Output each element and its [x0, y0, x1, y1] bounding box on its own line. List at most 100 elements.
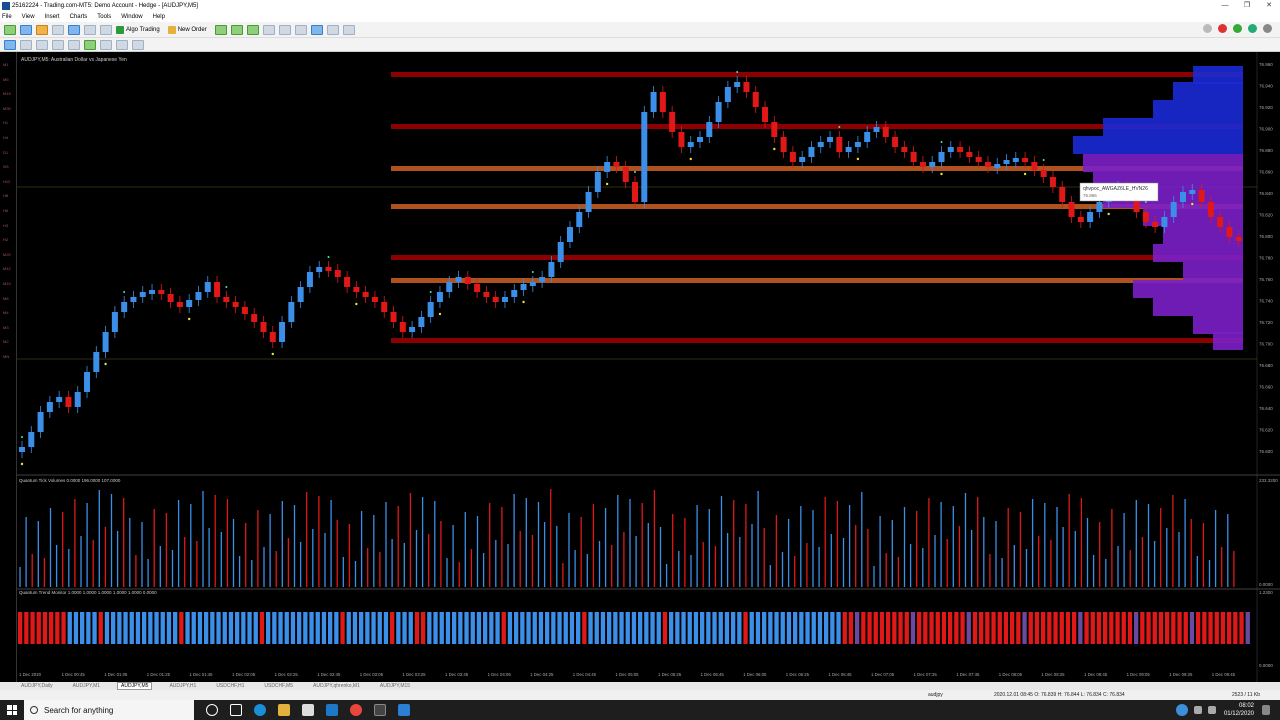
candlestick-icon[interactable] [230, 24, 243, 35]
candle [1096, 202, 1103, 212]
shapes-icon[interactable] [132, 39, 144, 50]
menu-help[interactable]: Help [152, 14, 165, 20]
lightning-app-icon[interactable] [326, 704, 338, 716]
menu-tools[interactable]: Tools [97, 14, 112, 20]
tab-usdchf-m5[interactable]: USDCHF,M5 [264, 683, 293, 689]
chart-shift-icon[interactable] [326, 24, 339, 35]
fibonacci-icon[interactable] [100, 39, 112, 50]
text-icon[interactable] [116, 39, 128, 50]
candle [1059, 187, 1066, 202]
app-icon-blue[interactable] [398, 704, 410, 716]
candle [799, 157, 806, 162]
zoom-in-icon[interactable] [262, 24, 275, 35]
trendline-icon[interactable] [68, 39, 80, 50]
timeframe-button[interactable]: MN [3, 354, 10, 359]
timeframe-button[interactable]: H6 [3, 208, 9, 213]
profiles-icon[interactable] [20, 24, 32, 35]
market-watch-icon[interactable] [36, 24, 48, 35]
autoscroll-icon[interactable] [310, 24, 323, 35]
zoom-out-icon[interactable] [278, 24, 291, 35]
menu-window[interactable]: Window [121, 14, 143, 20]
volume-icon[interactable] [1207, 706, 1216, 714]
trend-bar [960, 612, 965, 644]
timeframe-button[interactable]: M5 [3, 76, 9, 82]
network-icon[interactable] [1193, 706, 1202, 714]
timeframe-button[interactable]: H3 [3, 222, 9, 228]
timeframe-button[interactable]: H4 [3, 135, 9, 140]
trend-bar [142, 612, 147, 644]
tab-audjpy-renko[interactable]: AUDJPY,qhrenko,M1 [313, 683, 360, 689]
indicators-icon[interactable] [342, 24, 355, 35]
timeframe-button[interactable]: M3 [3, 324, 9, 330]
search-icon[interactable] [1203, 24, 1212, 33]
navigator-icon[interactable] [52, 24, 64, 35]
bar-chart-icon[interactable] [214, 24, 227, 35]
tile-windows-icon[interactable] [294, 24, 307, 35]
candle [306, 272, 313, 287]
timeframe-button[interactable]: H8 [3, 193, 9, 199]
tab-audjpy-m15[interactable]: AUDJPY,M15 [379, 683, 411, 689]
timeframe-button[interactable]: M2 [3, 339, 9, 345]
algo-trading-button[interactable]: Algo Trading [116, 25, 160, 34]
timeframe-button[interactable]: H1 [3, 120, 9, 126]
store-icon[interactable] [302, 704, 314, 716]
crosshair-icon[interactable] [20, 39, 32, 50]
task-view-icon[interactable] [230, 704, 242, 716]
clock[interactable]: 08:02 01/12/2020 [1224, 702, 1254, 718]
menu-charts[interactable]: Charts [69, 14, 88, 20]
cortana-icon[interactable] [206, 704, 218, 716]
timeframe-button[interactable]: M4 [3, 310, 9, 316]
taskbar-search[interactable]: Search for anything [24, 700, 194, 720]
line-chart-icon[interactable] [246, 24, 259, 35]
tab-audjpy-h1[interactable]: AUDJPY,H1 [169, 683, 197, 689]
edge-icon[interactable] [254, 704, 266, 716]
timeframe-button[interactable]: M6 [3, 295, 9, 301]
data-window-icon[interactable] [68, 24, 80, 35]
timeframe-button[interactable]: W1 [3, 164, 9, 170]
notification-center-icon[interactable] [1262, 705, 1270, 715]
tab-usdchf-h1[interactable]: USDCHF,H1 [216, 683, 245, 689]
price-chart[interactable]: 76.960 76.940 76.920 76.900 76.880 76.860 76.8… [17, 52, 1280, 682]
help-icon[interactable] [1175, 704, 1188, 716]
timeframe-button[interactable]: H12 [3, 178, 11, 184]
account-icon[interactable] [1263, 24, 1272, 33]
menu-view[interactable]: View [21, 14, 35, 20]
candle [483, 292, 490, 297]
new-order-button[interactable]: New Order [167, 25, 207, 34]
strategy-tester-icon[interactable] [100, 24, 112, 35]
timeframe-button[interactable]: M10 [3, 281, 11, 286]
horizontal-line-icon[interactable] [52, 39, 64, 50]
menu-insert[interactable]: Insert [44, 14, 60, 20]
metatrader-icon[interactable] [374, 704, 386, 716]
candle [455, 277, 462, 282]
channels-icon[interactable] [84, 39, 96, 50]
toolbox-icon[interactable] [84, 24, 96, 35]
start-button[interactable] [4, 700, 20, 720]
cursor-icon[interactable] [4, 39, 16, 50]
timeframe-button[interactable]: M20 [3, 251, 11, 257]
tab-audjpy-m1[interactable]: AUDJPY,M1 [72, 683, 101, 689]
timeframe-button[interactable]: M15 [3, 91, 11, 97]
timeframe-button[interactable]: M12 [3, 266, 11, 272]
menu-file[interactable]: File [2, 14, 12, 20]
candle [548, 262, 555, 277]
chrome-icon[interactable] [350, 704, 362, 716]
new-chart-icon[interactable] [4, 24, 16, 35]
market-icon[interactable] [1248, 24, 1257, 33]
volume-profile-bar [1163, 226, 1243, 244]
notifications-icon[interactable] [1218, 24, 1227, 33]
vertical-line-icon[interactable] [36, 39, 48, 50]
maximize-button[interactable]: ❐ [1243, 2, 1251, 9]
chart-window[interactable]: 76.960 76.940 76.920 76.900 76.880 76.860 76.8… [17, 52, 1280, 682]
signals-icon[interactable] [1233, 24, 1242, 33]
timeframe-button[interactable]: D1 [3, 149, 9, 155]
close-button[interactable]: ✕ [1266, 2, 1272, 9]
tab-audjpy-daily[interactable]: AUDJPY,Daily [21, 683, 53, 689]
timeframe-button[interactable]: H2 [3, 237, 9, 243]
timeframe-button[interactable]: M1 [3, 62, 9, 67]
menu-bar: File View Insert Charts Tools Window Hel… [0, 12, 1280, 22]
tab-audjpy-m5[interactable]: AUDJPY,M5 [117, 682, 153, 690]
file-explorer-icon[interactable] [278, 704, 290, 716]
minimize-button[interactable]: — [1221, 2, 1229, 9]
timeframe-button[interactable]: M30 [3, 105, 11, 111]
